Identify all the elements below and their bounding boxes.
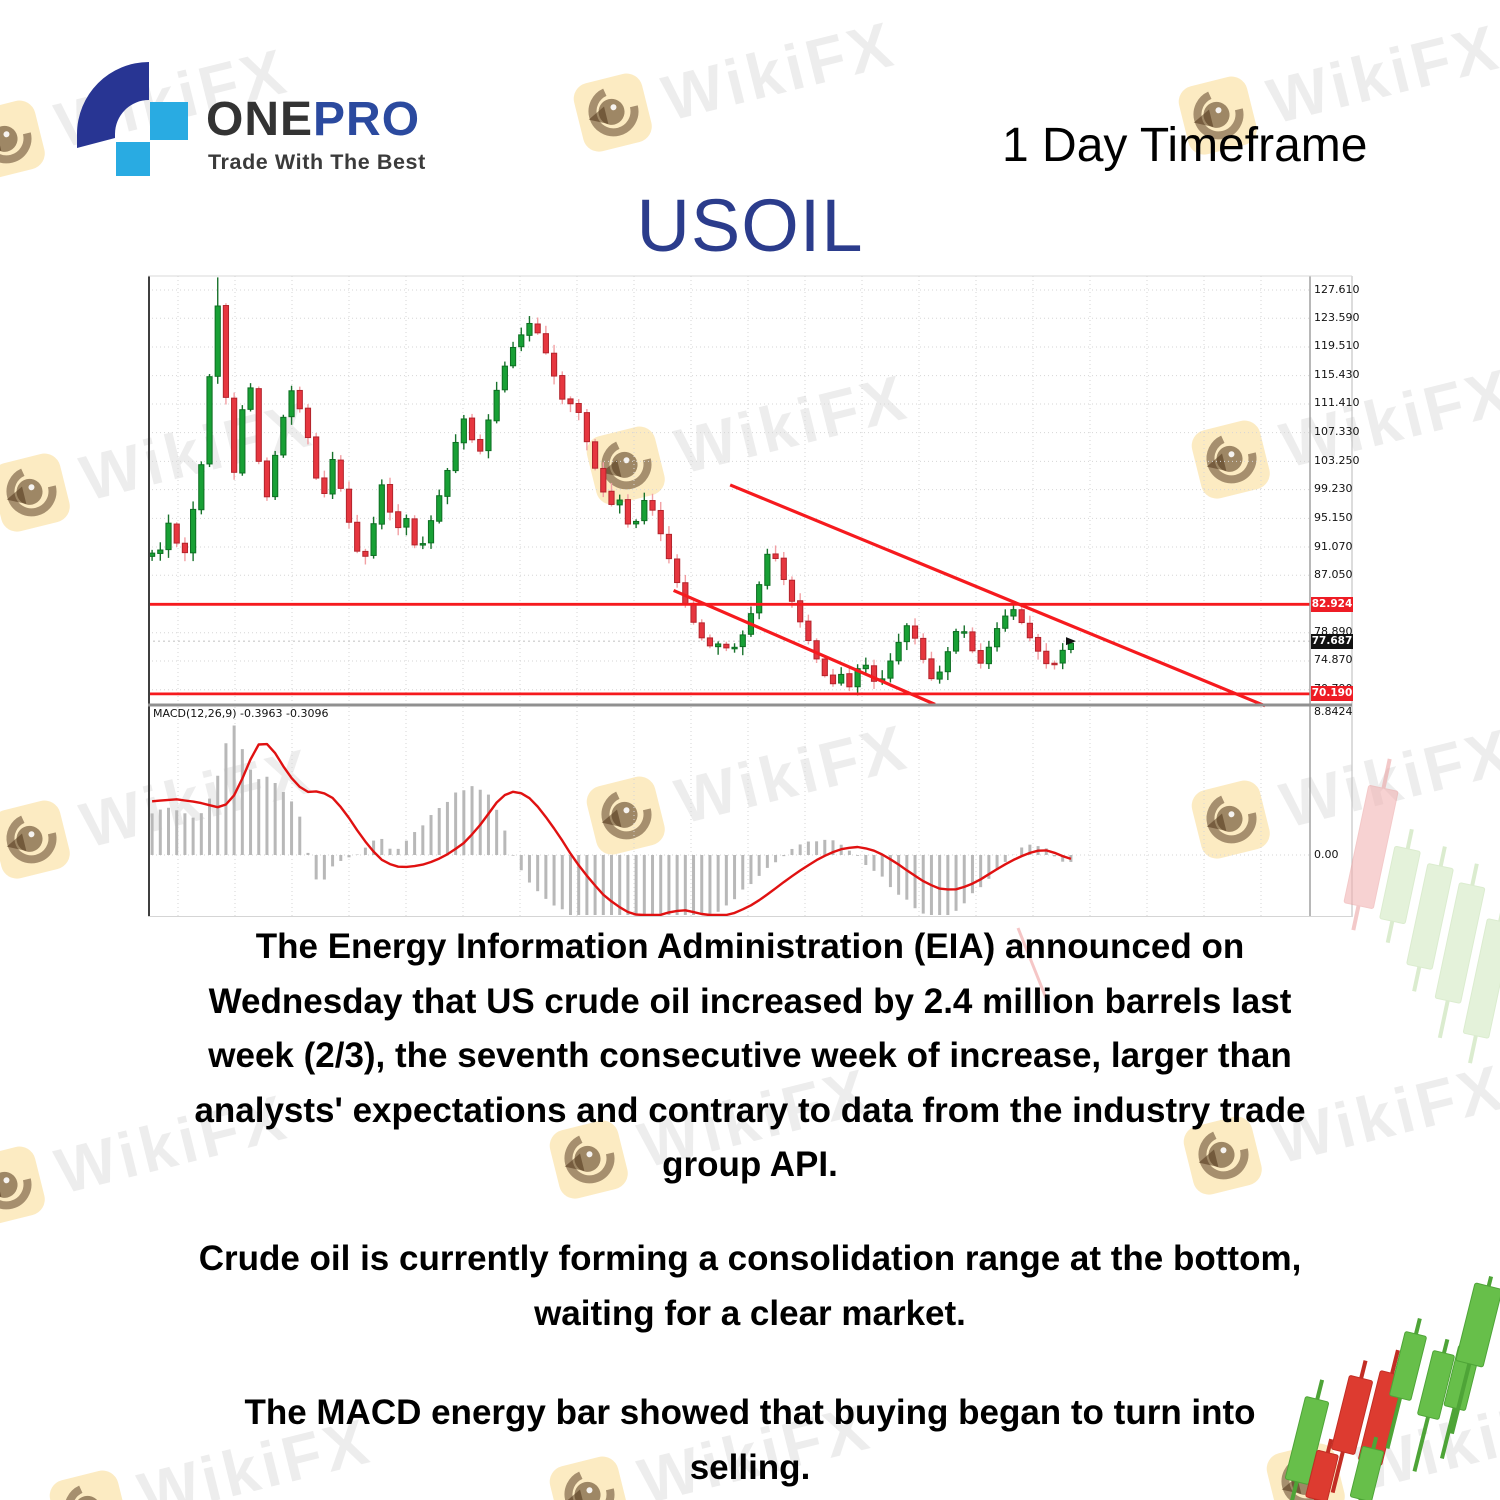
wikifx-watermark: WikiFX [0, 34, 296, 185]
paragraph-line: group API. [662, 1145, 838, 1184]
wikifx-eagle-icon [549, 1120, 628, 1199]
paragraph-line: The Energy Information Administration (E… [255, 927, 1245, 966]
timeframe-label: 1 Day Timeframe [1002, 119, 1368, 172]
paragraph-line: week (2/3), the seventh consecutive week… [208, 1036, 1292, 1075]
paragraph-line: Wednesday that US crude oil increased by… [208, 981, 1292, 1021]
wikifx-watermark: WikiFX [1178, 1050, 1500, 1201]
onepro-logo-wordmark: ONEPRO [206, 92, 420, 147]
wikifx-watermark: WikiFX [0, 1080, 296, 1231]
paragraph-line: Crude oil is currently forming a consoli… [198, 1239, 1302, 1278]
paragraph-line: The MACD energy bar showed that buying b… [244, 1393, 1256, 1432]
paragraph-line: waiting for a clear market. [534, 1293, 966, 1333]
wikifx-eagle-icon [0, 1146, 45, 1225]
wikifx-eagle-icon [1191, 420, 1270, 499]
paragraph-line: analysts' expectations and contrary to d… [194, 1090, 1306, 1130]
wikifx-eagle-icon [0, 453, 70, 532]
wikifx-eagle-icon [0, 100, 45, 179]
wikifx-watermark: WikiFX [0, 387, 321, 538]
wikifx-watermark: WikiFX [544, 1054, 879, 1205]
paragraph-eia-news: The Energy Information Administration (E… [0, 920, 1500, 1193]
onepro-logo-icon [77, 62, 192, 187]
wikifx-eagle-icon [573, 73, 652, 152]
wikifx-watermark: WikiFX [0, 734, 321, 885]
wikifx-eagle-icon [0, 800, 70, 879]
wikifx-eagle-icon [549, 1456, 628, 1500]
paragraph-consolidation: Crude oil is currently forming a consoli… [0, 1232, 1500, 1341]
paragraph-macd: The MACD energy bar showed that buying b… [0, 1386, 1500, 1495]
instrument-title: USOIL [636, 184, 864, 267]
wikifx-watermark: WikiFX [544, 1390, 879, 1500]
wikifx-watermark: WikiFX [568, 7, 903, 158]
wikifx-eagle-icon [1183, 1116, 1262, 1195]
wikifx-eagle-icon [1191, 780, 1270, 859]
wikifx-watermark: WikiFX [1186, 354, 1500, 505]
wikifx-watermark: WikiFX [581, 710, 916, 861]
wikifx-eagle-icon [49, 1470, 128, 1500]
wikifx-watermark: WikiFX [44, 1404, 379, 1500]
wikifx-watermark: WikiFX [1186, 714, 1500, 865]
paragraph-line: selling. [689, 1447, 811, 1487]
logo-word-one: ONE [206, 93, 314, 146]
wikifx-eagle-icon [1178, 76, 1257, 155]
wikifx-watermark: WikiFX [1173, 10, 1500, 161]
wikifx-eagle-icon [586, 776, 665, 855]
logo-word-pro: PRO [313, 93, 421, 146]
logo-tagline: Trade With The Best [208, 150, 426, 174]
